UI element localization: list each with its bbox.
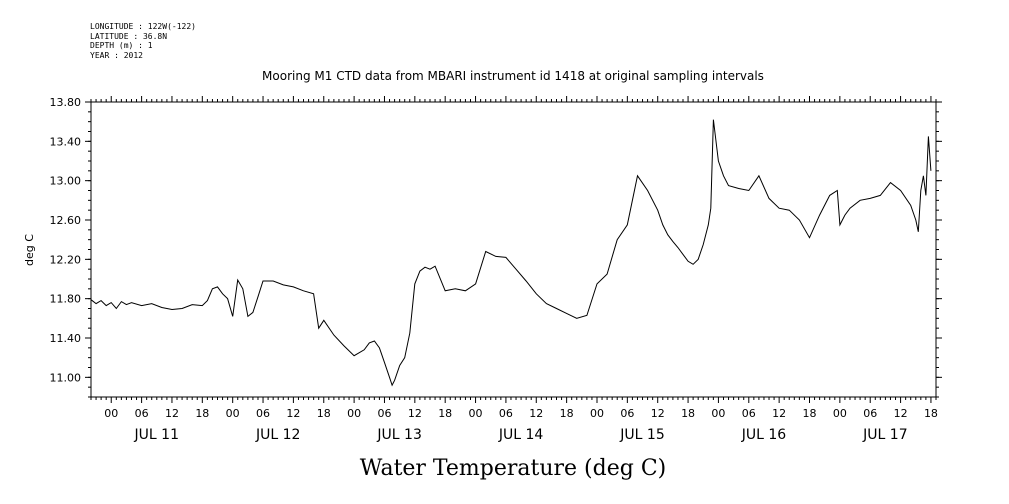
x-day-label: JUL 16	[741, 427, 787, 443]
x-hour-label: 12	[651, 407, 665, 420]
y-tick-label: 13.40	[50, 135, 82, 148]
x-day-label: JUL 13	[376, 427, 421, 443]
x-hour-label: 06	[863, 407, 877, 420]
y-tick-label: 12.60	[50, 214, 82, 227]
x-hour-label: 06	[135, 407, 149, 420]
x-hour-label: 18	[438, 407, 452, 420]
x-hour-label: 18	[681, 407, 695, 420]
x-day-label: JUL 14	[498, 427, 544, 443]
x-hour-label: 00	[104, 407, 118, 420]
x-hour-label: 18	[560, 407, 574, 420]
x-axis-label: Water Temperature (deg C)	[360, 456, 667, 481]
x-hour-label: 12	[165, 407, 179, 420]
x-axis: 00 06 12 18 JUL 11 00 06 12 18 JUL 12 00 06 12 18 JUL …	[90, 96, 938, 443]
x-hour-label: 18	[924, 407, 938, 420]
x-hour-label: 12	[772, 407, 786, 420]
x-hour-label: 12	[894, 407, 908, 420]
chart-title: Mooring M1 CTD data from MBARI instrumen…	[262, 69, 764, 83]
series-group	[90, 119, 932, 387]
x-hour-label: 00	[226, 407, 240, 420]
x-hour-label: 06	[377, 407, 391, 420]
x-day-label: JUL 11	[134, 427, 179, 443]
x-hour-label: 06	[256, 407, 270, 420]
y-tick-label: 13.00	[50, 175, 82, 188]
x-hour-label: 06	[620, 407, 634, 420]
metadata-block: LONGITUDE : 122W(-122) LATITUDE : 36.8N …	[90, 22, 196, 60]
y-tick-label: 11.40	[50, 332, 82, 345]
y-tick-label: 11.80	[50, 293, 82, 306]
x-hour-label: 12	[529, 407, 543, 420]
y-tick-label: 11.00	[50, 371, 82, 384]
y-tick-label: 13.80	[50, 96, 82, 109]
y-tick-label: 12.20	[50, 253, 82, 266]
y-axis: 13.80 13.40 13.00 12.60 12.20 11.80 11.40 11.00	[50, 96, 942, 398]
x-hour-label: 00	[590, 407, 604, 420]
x-day-label: JUL 15	[619, 427, 664, 443]
x-day-label: JUL 17	[862, 427, 907, 443]
x-hour-label: 18	[803, 407, 817, 420]
x-hour-label: 06	[742, 407, 756, 420]
year-label: YEAR : 2012	[90, 50, 143, 60]
x-hour-label: 06	[499, 407, 513, 420]
plot-border	[90, 101, 937, 398]
longitude-label: LONGITUDE : 122W(-122)	[90, 22, 196, 31]
x-hour-label: 12	[408, 407, 422, 420]
x-day-label: JUL 12	[255, 427, 300, 443]
x-hour-label: 00	[833, 407, 847, 420]
x-hour-label: 18	[317, 407, 331, 420]
x-hour-label: 00	[469, 407, 483, 420]
x-hour-label: 12	[286, 407, 300, 420]
plot-frame	[90, 101, 937, 398]
x-hour-label: 18	[195, 407, 209, 420]
y-axis-label: deg C	[23, 234, 36, 266]
latitude-label: LATITUDE : 36.8N	[90, 31, 168, 41]
x-hour-label: 00	[711, 407, 725, 420]
depth-label: DEPTH (m) : 1	[90, 41, 153, 50]
x-hour-label: 00	[347, 407, 361, 420]
temperature-series-line	[90, 119, 932, 387]
